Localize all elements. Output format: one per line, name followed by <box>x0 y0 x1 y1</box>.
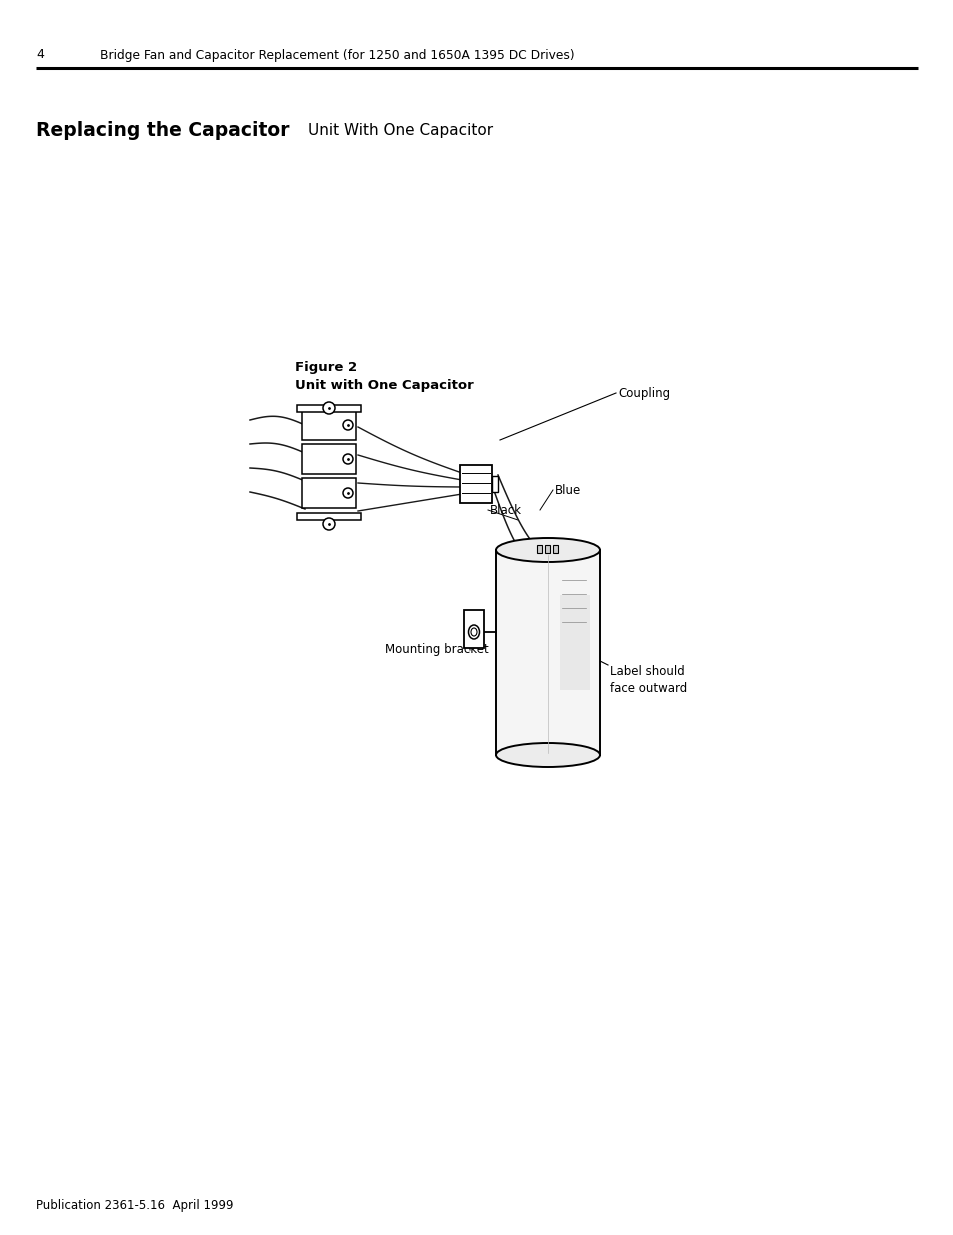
Ellipse shape <box>496 743 599 767</box>
Text: Mounting bracket: Mounting bracket <box>385 643 488 657</box>
Text: Publication 2361-5.16  April 1999: Publication 2361-5.16 April 1999 <box>36 1198 233 1212</box>
Bar <box>537 545 541 553</box>
Bar <box>559 595 589 690</box>
Bar <box>544 545 550 553</box>
Text: Coupling: Coupling <box>618 387 669 399</box>
Text: Black: Black <box>490 504 521 516</box>
Bar <box>302 445 355 474</box>
Text: Figure 2: Figure 2 <box>294 362 356 374</box>
Bar <box>492 475 497 492</box>
Bar <box>302 478 355 508</box>
Text: Replacing the Capacitor: Replacing the Capacitor <box>36 121 289 140</box>
Bar <box>302 410 355 440</box>
Bar <box>459 466 492 503</box>
Text: Bridge Fan and Capacitor Replacement (for 1250 and 1650A 1395 DC Drives): Bridge Fan and Capacitor Replacement (fo… <box>100 48 574 62</box>
Bar <box>496 550 599 755</box>
Text: 4: 4 <box>36 48 44 62</box>
Text: Unit With One Capacitor: Unit With One Capacitor <box>308 122 493 137</box>
Text: Unit with One Capacitor: Unit with One Capacitor <box>294 378 474 391</box>
Ellipse shape <box>496 538 599 562</box>
Text: Label should
face outward: Label should face outward <box>609 664 686 695</box>
Circle shape <box>323 517 335 530</box>
Bar <box>463 610 483 648</box>
Circle shape <box>343 454 353 464</box>
Bar <box>553 545 558 553</box>
Ellipse shape <box>471 629 476 636</box>
Circle shape <box>323 403 335 414</box>
Ellipse shape <box>468 625 479 638</box>
Circle shape <box>343 420 353 430</box>
Bar <box>296 405 360 412</box>
Circle shape <box>343 488 353 498</box>
Bar <box>296 513 360 520</box>
Text: Blue: Blue <box>555 483 580 496</box>
